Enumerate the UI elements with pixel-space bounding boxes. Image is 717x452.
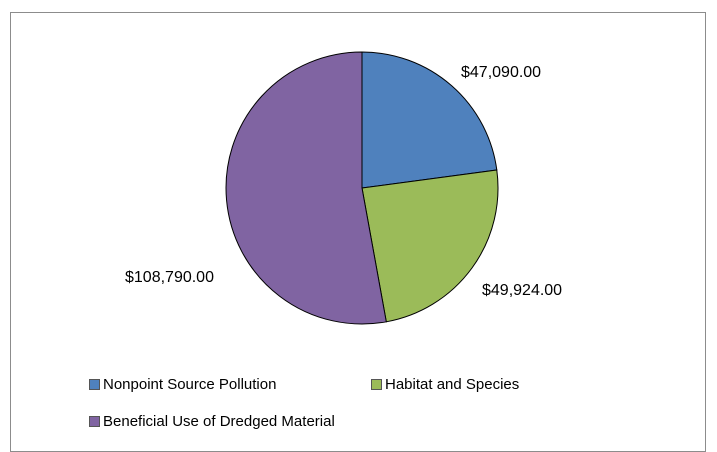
pie-slice-beneficial xyxy=(225,51,387,325)
legend-label-habitat: Habitat and Species xyxy=(385,376,520,393)
legend-item-nonpoint: Nonpoint Source Pollution xyxy=(89,376,276,393)
data-label-nonpoint: $47,090.00 xyxy=(461,64,541,81)
legend-label-beneficial: Beneficial Use of Dredged Material xyxy=(103,413,335,430)
legend-item-beneficial: Beneficial Use of Dredged Material xyxy=(89,413,335,430)
legend-item-habitat: Habitat and Species xyxy=(371,376,519,393)
data-label-habitat: $49,924.00 xyxy=(482,282,562,299)
pie-slice-habitat xyxy=(361,169,499,323)
legend-label-nonpoint: Nonpoint Source Pollution xyxy=(103,376,277,393)
data-label-beneficial: $108,790.00 xyxy=(125,269,214,286)
legend-swatch-habitat xyxy=(371,379,382,390)
pie-slice-nonpoint xyxy=(361,51,498,189)
pie-slices xyxy=(225,51,499,325)
legend-swatch-nonpoint xyxy=(89,379,100,390)
legend-swatch-beneficial xyxy=(89,416,100,427)
